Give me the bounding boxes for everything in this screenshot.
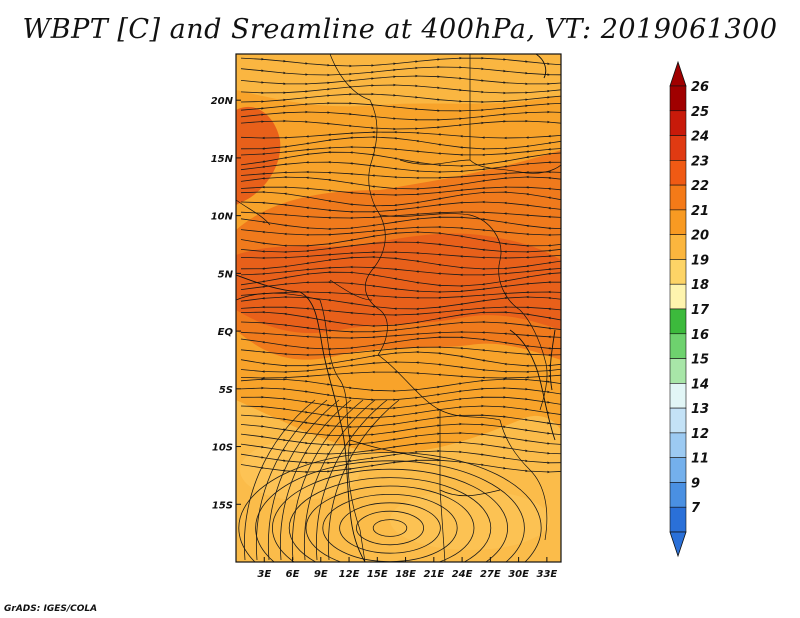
streamline-loop [288,477,492,562]
streamline [315,399,388,561]
streamline [255,399,328,561]
colorbar-swatch [669,259,687,285]
lon-label: 30E [508,569,529,580]
colorbar-label: 21 [691,204,709,219]
colorbar-label: 26 [691,80,709,95]
lon-label: 24E [452,569,473,580]
coastlines [236,54,556,562]
colorbar-label: 25 [691,105,709,120]
lon-label: 12E [339,569,360,580]
streamline [240,280,561,294]
colorbar-swatch [669,482,687,508]
colorbar: 26 25 24 23 22 21 20 19 18 17 16 15 14 13 12 11 9 7 [669,60,710,558]
streamline [240,56,561,68]
colorbar-swatch [669,283,687,310]
colorbar-swatch [669,506,687,533]
streamline [240,92,561,104]
colorbar-swatch [669,407,687,434]
streamline [267,399,340,561]
colorbar-label: 15 [691,353,709,368]
streamline [240,160,561,174]
colorbar-swatch [669,85,687,112]
lon-label: 15E [367,569,388,580]
streamline [240,320,561,334]
lon-label: 18E [395,569,416,580]
colorbar-label: 20 [691,229,709,244]
lat-label: 5N [218,269,234,280]
colorbar-swatch [669,184,687,211]
colorbar-label: 13 [691,402,709,417]
streamline [240,101,561,113]
colorbar-swatch [669,383,687,409]
lon-label: 27E [480,569,501,580]
colorbar-label: 23 [691,154,709,169]
streamline-loop [238,452,542,562]
map-frame [235,53,562,563]
lat-label: 10N [211,212,234,223]
streamline-loop [255,460,525,562]
lat-label: 5S [219,385,233,396]
streamline [240,413,561,429]
colorbar-label: 7 [691,501,701,516]
streamline [291,399,364,561]
streamline [240,110,561,122]
streamline [240,200,561,214]
colorbar-label: 12 [691,427,709,442]
streamline [327,399,400,561]
streamline-loop [355,510,424,546]
colorbar-label: 14 [691,377,709,392]
colorbar-swatch [669,308,687,335]
lat-label: 10S [212,443,233,454]
lat-label: 15N [211,154,234,165]
colorbar-min-arrow [669,531,687,558]
streamline-loop [372,519,408,537]
longitude-axis: 3E 6E 9E 12E 15E 18E 21E 24E 27E 30E 33E [257,557,557,580]
streamline [240,270,561,288]
streamline-loop [305,485,475,562]
colorbar-label: 18 [691,278,709,293]
colorbar-label: 16 [691,328,709,343]
lon-label: 21E [423,569,444,580]
colorbar-label: 22 [691,179,709,194]
colorbar-label: 9 [691,476,700,491]
country-borders [236,54,561,562]
colorbar-max-arrow [669,60,687,87]
lat-label: 20N [211,96,234,107]
lon-label: 33E [536,569,557,580]
colorbar-swatch [669,358,687,384]
colorbar-swatch [669,110,687,136]
lat-label: EQ [218,327,234,338]
colorbar-swatch [669,135,687,161]
streamline [240,210,561,220]
streamline [243,399,316,561]
streamline [303,399,376,561]
streamline-loop [272,468,508,562]
colorbar-label: 17 [691,303,710,318]
colorbar-swatch [669,432,687,458]
colorbar-swatch [669,234,687,260]
lon-label: 6E [286,569,300,580]
streamline [240,150,561,168]
streamline [240,119,561,131]
grads-credit: GrADS: IGES/COLA [4,604,98,614]
latitude-axis: 20N 15N 10N 5N EQ 5S 10S 15S [211,96,241,511]
lon-label: 9E [314,569,328,580]
colorbar-swatch [669,333,687,359]
streamline [240,65,561,77]
lat-label: 15S [212,500,233,511]
colorbar-label: 11 [691,452,709,467]
colorbar-label: 24 [691,130,709,145]
map-title: WBPT [C] and Sreamline at 400hPa, VT: 20… [22,14,778,45]
colorbar-swatch [669,160,687,186]
streamline-loop [339,502,441,554]
streamline [279,399,352,561]
lon-label: 3E [257,569,271,580]
colorbar-label: 19 [691,253,709,268]
streamline [240,370,561,380]
colorbar-swatch [669,209,687,235]
colorbar-swatch [669,457,687,483]
